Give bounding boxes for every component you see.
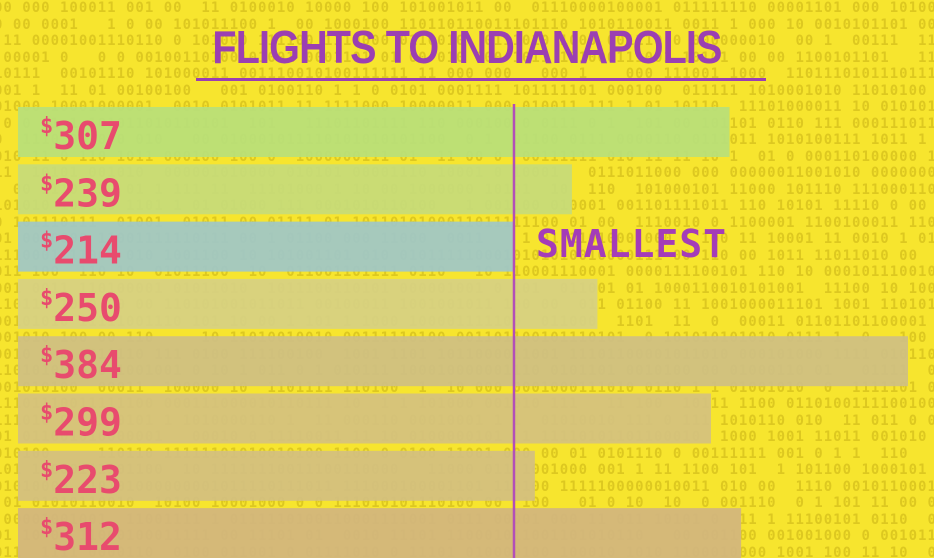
bar-label-5: $299 — [40, 401, 122, 445]
bar-label-0: $307 — [40, 114, 122, 158]
bar-2 — [18, 221, 514, 272]
bar-0 — [18, 107, 730, 157]
bar-label-4: $384 — [40, 343, 122, 387]
bar-label-7: $312 — [40, 515, 122, 558]
bar-4 — [18, 336, 908, 387]
bar-5 — [18, 393, 711, 444]
title-underline — [196, 78, 766, 81]
bar-7 — [18, 508, 742, 558]
binary-texture-line: 11 00001001110110 0 101000 111100 111000… — [3, 33, 934, 49]
bar-label-6: $223 — [40, 458, 122, 502]
chart-title: FLIGHTS TO INDIANAPOLIS — [212, 21, 722, 73]
smallest-annotation: SMALLEST — [536, 222, 728, 266]
binary-texture-line: 00 000 100011 001 00 11 0100010 10000 10… — [0, 0, 934, 16]
binary-texture-line: 00001 0 0 0 00100110100101001 0001101 01… — [3, 49, 934, 66]
bar-6 — [18, 450, 535, 501]
bars-layer — [18, 107, 908, 558]
bar-1 — [18, 164, 572, 215]
bar-label-1: $239 — [40, 171, 122, 215]
bar-label-3: $250 — [40, 286, 122, 330]
binary-texture-line: 001 1 11 01 00100100 001 0100110 1 1 0 0… — [0, 82, 928, 99]
bar-label-2: $214 — [40, 229, 122, 273]
labels-layer: $307 $239 $214 $250 $384 $299 $223 $312 — [40, 114, 122, 558]
bar-3 — [18, 278, 598, 329]
binary-texture-line: 0 00 0001 1 0 00 101011100 1 00 1000100 … — [0, 16, 934, 33]
